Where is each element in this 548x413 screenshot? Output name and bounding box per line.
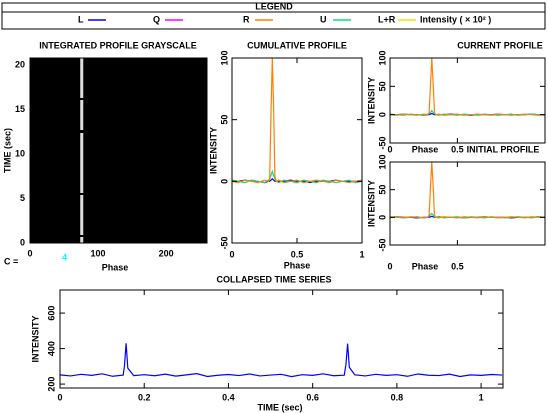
y-tick-label: 50: [377, 81, 387, 91]
x-axis-label: Phase: [412, 261, 439, 271]
y-tick-label: 400: [46, 341, 56, 356]
y-tick-label: 200: [46, 377, 56, 392]
legend-label: R: [243, 14, 250, 24]
y-tick-label: 0: [219, 179, 229, 184]
cursor-value: 4: [62, 252, 67, 262]
grayscale-image: [30, 58, 207, 243]
cursor-label: C =: [4, 256, 18, 266]
y-axis-label: INTENSITY: [208, 127, 218, 174]
x-tick-label: 0.8: [391, 392, 404, 402]
plot-area: [60, 343, 503, 378]
series-line: [232, 58, 362, 184]
x-tick-label: 0.4: [222, 392, 235, 402]
x-tick-label: 1: [479, 392, 484, 402]
y-tick-label: -50: [377, 136, 387, 149]
y-tick-label: 0: [377, 215, 387, 220]
series-line: [390, 162, 545, 219]
legend-note: Intensity ( × 10² ): [420, 14, 491, 24]
legend-label: Q: [153, 14, 160, 24]
x-tick-label: 0.6: [306, 392, 319, 402]
x-axis-label: Phase: [284, 260, 311, 270]
y-tick-label: 5: [20, 193, 25, 203]
series-line: [390, 58, 545, 116]
y-tick-label: 100: [377, 50, 387, 65]
x-tick-label: 0.5: [451, 144, 464, 154]
plot-area: [390, 162, 545, 219]
x-tick-label: 100: [91, 248, 106, 258]
y-axis-label: INTENSITY: [366, 77, 376, 124]
legend-label: U: [320, 14, 327, 24]
y-tick-label: 0: [20, 237, 25, 247]
plot-frame: [231, 57, 363, 244]
x-tick-label: 0: [387, 261, 392, 271]
plot-area: [390, 58, 545, 116]
y-tick-label: 50: [377, 185, 387, 195]
plot-frame: [29, 57, 208, 244]
legend-box: [1, 2, 546, 30]
plot-frame: [389, 57, 546, 144]
y-axis-label: INTENSITY: [366, 180, 376, 227]
y-tick-label: -50: [377, 238, 387, 251]
chart-title: INITIAL PROFILE: [467, 144, 540, 154]
x-tick-label: 0.5: [291, 249, 304, 259]
y-tick-label: 0: [377, 112, 387, 117]
y-tick-label: 100: [219, 50, 229, 65]
y-tick-label: -50: [219, 236, 229, 249]
chart-title: INTEGRATED PROFILE GRAYSCALE: [39, 40, 197, 50]
plot-frame: [389, 161, 546, 246]
legend-label: L+R: [378, 14, 396, 24]
legend-label: L: [78, 14, 84, 24]
plot-frame: [59, 289, 504, 389]
x-tick-label: 200: [159, 248, 174, 258]
x-tick-label: 1: [359, 249, 364, 259]
x-tick-label: 0: [229, 249, 234, 259]
y-tick-label: 20: [15, 59, 25, 69]
y-tick-label: 50: [219, 115, 229, 125]
x-tick-label: 0.5: [451, 261, 464, 271]
chart-title: CUMULATIVE PROFILE: [247, 40, 347, 50]
x-tick-label: 0.2: [138, 392, 151, 402]
x-tick-label: 0: [387, 144, 392, 154]
x-axis-label: Phase: [102, 262, 129, 272]
x-tick-label: 0: [57, 392, 62, 402]
y-tick-label: 600: [46, 306, 56, 321]
legend-title: LEGEND: [255, 1, 293, 11]
chart-title: COLLAPSED TIME SERIES: [216, 274, 331, 284]
y-tick-label: 100: [377, 154, 387, 169]
y-axis-label: INTENSITY: [30, 315, 40, 362]
x-axis-label: Phase: [412, 144, 439, 154]
x-axis-label: TIME (sec): [257, 402, 302, 412]
series-line: [60, 343, 503, 378]
y-axis-label: TIME (sec): [2, 128, 12, 173]
plot-area: [232, 58, 362, 184]
y-tick-label: 10: [15, 148, 25, 158]
chart-title: CURRENT PROFILE: [457, 40, 543, 50]
x-tick-label: 0: [27, 248, 32, 258]
y-tick-label: 15: [15, 104, 25, 114]
